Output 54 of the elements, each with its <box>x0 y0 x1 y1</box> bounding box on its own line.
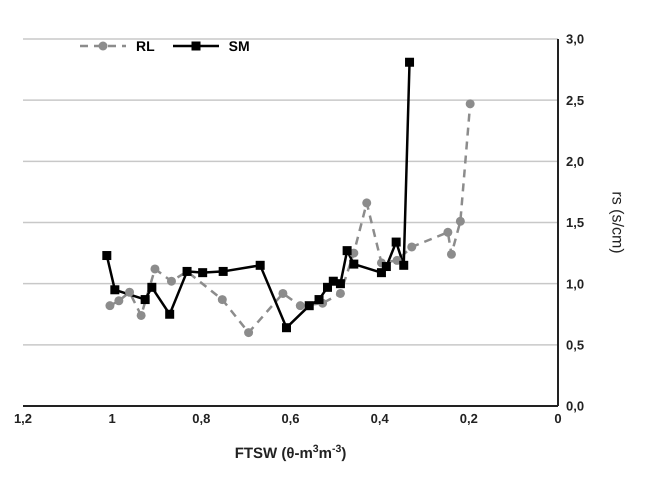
x-tick-label: 0 <box>554 411 562 426</box>
point <box>446 250 456 259</box>
y-tick-label: 2,0 <box>566 154 584 169</box>
point <box>349 260 358 269</box>
point <box>165 310 174 319</box>
point <box>147 282 156 292</box>
point <box>392 238 401 247</box>
point <box>278 288 288 298</box>
point <box>102 251 112 260</box>
point <box>296 301 305 310</box>
point <box>218 266 228 276</box>
y-tick-label: 1,0 <box>566 276 584 292</box>
y-tick-label: 0,5 <box>566 337 584 352</box>
x-tick-label: 0,4 <box>370 411 390 426</box>
point <box>466 99 475 108</box>
x-axis-title: FTSW (θ-m$^{3}$m$^{-3}$) <box>234 443 346 462</box>
point <box>244 328 254 338</box>
point <box>105 301 114 310</box>
point <box>443 228 452 237</box>
x-tick-label: 1,2 <box>14 411 32 426</box>
point <box>382 262 391 272</box>
legend-label: SM <box>228 38 250 54</box>
point <box>256 260 265 270</box>
x-tick-label: 0,2 <box>460 411 478 426</box>
point <box>314 295 324 304</box>
point <box>136 310 146 320</box>
point <box>407 242 416 252</box>
y-tick-label: 2,5 <box>566 92 584 108</box>
point <box>218 295 227 304</box>
x-tick-label: 0,8 <box>192 411 210 426</box>
y-axis-title: rs (s/cm) <box>608 191 626 254</box>
point <box>166 276 176 286</box>
point <box>110 285 120 294</box>
y-tick-label: 0,0 <box>566 398 584 414</box>
point <box>125 288 134 297</box>
x-tick-label: 0,6 <box>281 411 300 426</box>
point <box>456 216 465 226</box>
y-tick-label: 3,0 <box>566 32 584 47</box>
y-tick-label: 1,5 <box>566 215 584 230</box>
point <box>323 282 332 292</box>
point <box>362 198 372 208</box>
legend-label: RL <box>136 38 155 54</box>
point <box>336 279 345 288</box>
point <box>399 260 408 270</box>
point <box>114 296 124 306</box>
point <box>140 295 150 304</box>
point <box>342 246 352 256</box>
point <box>282 323 291 332</box>
point <box>304 301 314 310</box>
point <box>150 264 160 274</box>
point <box>405 58 414 67</box>
point <box>336 288 345 298</box>
x-tick-label: 1 <box>108 411 116 426</box>
point <box>198 268 208 278</box>
